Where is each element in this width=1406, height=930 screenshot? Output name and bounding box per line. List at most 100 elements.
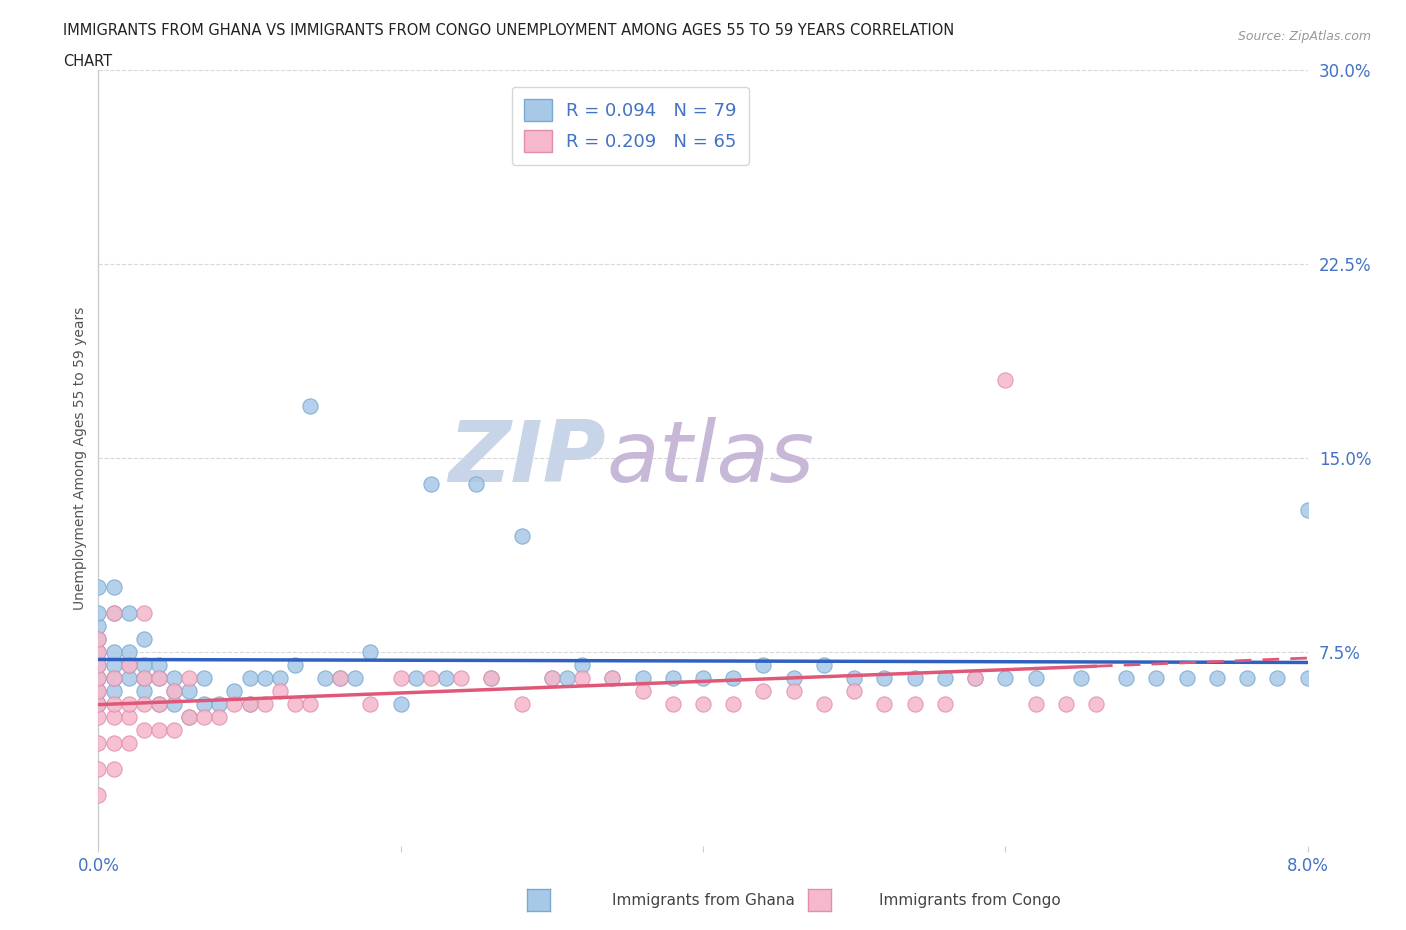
Point xyxy=(1115,671,1137,685)
Point xyxy=(179,710,201,724)
Point xyxy=(873,697,896,711)
Point xyxy=(118,606,141,621)
Text: ZIP: ZIP xyxy=(449,417,606,499)
Point xyxy=(193,671,215,685)
Text: Immigrants from Congo: Immigrants from Congo xyxy=(879,893,1062,908)
Point xyxy=(87,631,110,646)
Point xyxy=(87,606,110,621)
Point xyxy=(434,671,457,685)
Point xyxy=(87,658,110,672)
Text: IMMIGRANTS FROM GHANA VS IMMIGRANTS FROM CONGO UNEMPLOYMENT AMONG AGES 55 TO 59 : IMMIGRANTS FROM GHANA VS IMMIGRANTS FROM… xyxy=(63,23,955,38)
Point xyxy=(419,476,441,491)
Point xyxy=(148,697,170,711)
Point xyxy=(1054,697,1077,711)
Point xyxy=(193,710,215,724)
Point xyxy=(934,697,956,711)
Point xyxy=(419,671,441,685)
Point xyxy=(118,658,141,672)
Point xyxy=(103,580,125,595)
Point xyxy=(163,684,186,698)
Point xyxy=(224,684,246,698)
Point xyxy=(87,697,110,711)
Point xyxy=(903,671,925,685)
Y-axis label: Unemployment Among Ages 55 to 59 years: Unemployment Among Ages 55 to 59 years xyxy=(73,306,87,610)
Point xyxy=(1085,697,1108,711)
Point xyxy=(1296,671,1319,685)
Point xyxy=(132,671,155,685)
Point xyxy=(148,723,170,737)
Point xyxy=(540,671,562,685)
Point xyxy=(692,697,714,711)
Point xyxy=(224,697,246,711)
Point xyxy=(193,697,215,711)
Point xyxy=(87,671,110,685)
Point xyxy=(723,671,745,685)
Point xyxy=(692,671,714,685)
Point xyxy=(965,671,987,685)
Point xyxy=(782,671,804,685)
Point xyxy=(103,644,125,659)
Point xyxy=(571,671,593,685)
Point xyxy=(465,476,488,491)
Point xyxy=(359,697,381,711)
Point xyxy=(132,697,155,711)
Point xyxy=(148,658,170,672)
Point xyxy=(661,671,683,685)
Point xyxy=(103,658,125,672)
Point xyxy=(602,671,624,685)
Point xyxy=(359,644,381,659)
Legend: R = 0.094   N = 79, R = 0.209   N = 65: R = 0.094 N = 79, R = 0.209 N = 65 xyxy=(512,86,749,165)
Point xyxy=(479,671,503,685)
Point xyxy=(239,697,262,711)
Point xyxy=(299,697,322,711)
Point xyxy=(87,697,110,711)
Text: Immigrants from Ghana: Immigrants from Ghana xyxy=(612,893,794,908)
Point xyxy=(239,697,262,711)
Point xyxy=(389,671,412,685)
Point xyxy=(103,671,125,685)
Point xyxy=(1296,502,1319,517)
Point xyxy=(389,697,412,711)
Point xyxy=(873,671,896,685)
Point xyxy=(87,644,110,659)
Point xyxy=(118,697,141,711)
Point xyxy=(329,671,352,685)
Point xyxy=(132,658,155,672)
Point xyxy=(813,697,835,711)
Point xyxy=(87,580,110,595)
Point xyxy=(510,697,533,711)
Point xyxy=(450,671,472,685)
Point xyxy=(903,697,925,711)
Point xyxy=(329,671,352,685)
Point xyxy=(87,787,110,802)
Point xyxy=(344,671,367,685)
Point xyxy=(269,671,291,685)
Point xyxy=(510,528,533,543)
Point xyxy=(132,671,155,685)
Text: CHART: CHART xyxy=(63,54,112,69)
Point xyxy=(602,671,624,685)
Point xyxy=(934,671,956,685)
Point xyxy=(87,736,110,751)
Point xyxy=(813,658,835,672)
Point xyxy=(752,684,775,698)
Point xyxy=(87,761,110,776)
Point xyxy=(1070,671,1092,685)
Point xyxy=(284,658,307,672)
Point xyxy=(631,671,654,685)
Point xyxy=(1205,671,1229,685)
Point xyxy=(103,761,125,776)
Point xyxy=(163,697,186,711)
Point xyxy=(1144,671,1167,685)
Point xyxy=(479,671,503,685)
Point xyxy=(118,658,141,672)
Point xyxy=(723,697,745,711)
Point xyxy=(163,684,186,698)
Point xyxy=(844,671,866,685)
Point xyxy=(87,618,110,633)
Point xyxy=(994,373,1017,388)
Point xyxy=(103,736,125,751)
Point xyxy=(132,723,155,737)
Point xyxy=(103,606,125,621)
Point xyxy=(405,671,427,685)
